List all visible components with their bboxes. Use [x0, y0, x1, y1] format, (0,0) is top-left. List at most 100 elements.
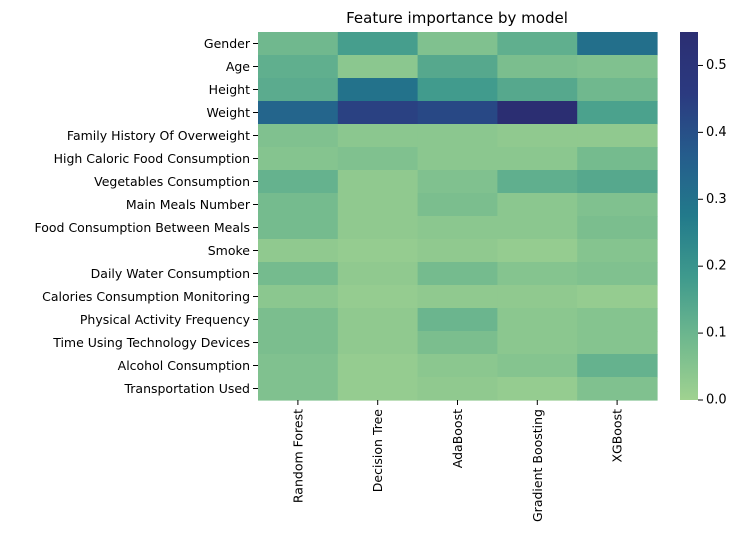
heatmap-cell	[577, 32, 658, 56]
heatmap-cell	[577, 308, 658, 332]
heatmap-cell	[337, 193, 419, 217]
heatmap-cell	[337, 124, 419, 148]
row-label: Weight	[206, 105, 250, 120]
heatmap-cell	[337, 216, 419, 240]
heatmap-cell	[258, 331, 339, 355]
heatmap-cell	[497, 55, 578, 79]
column-label: AdaBoost	[450, 409, 465, 468]
heatmap-cell	[417, 147, 498, 171]
column-label: Gradient Boosting	[530, 409, 545, 522]
heatmap-cell	[258, 216, 339, 240]
row-label: Gender	[204, 36, 251, 51]
heatmap-cell	[417, 262, 498, 286]
row-label: Age	[226, 59, 250, 74]
heatmap-cell	[337, 78, 419, 102]
row-label: Alcohol Consumption	[118, 358, 250, 373]
heatmap-cell	[577, 124, 658, 148]
heatmap-cell	[577, 55, 658, 79]
heatmap-cell	[417, 124, 498, 148]
heatmap-cell	[497, 124, 578, 148]
heatmap-cells	[258, 32, 658, 401]
heatmap-cell	[337, 262, 419, 286]
colorbar-ticks: 0.0 0.1 0.2 0.3 0.4 0.5	[698, 58, 727, 408]
heatmap-cell	[577, 239, 658, 263]
heatmap-cell	[497, 285, 578, 309]
column-labels: Random Forest Decision Tree AdaBoost Gradie…	[290, 400, 625, 522]
heatmap-cell	[337, 147, 419, 171]
row-label: Time Using Technology Devices	[52, 335, 250, 350]
column-label: XGBoost	[610, 409, 625, 463]
heatmap-cell	[577, 147, 658, 171]
heatmap-cell	[577, 193, 658, 217]
colorbar-tick-label: 0.5	[706, 58, 727, 73]
row-label: Smoke	[208, 243, 251, 258]
heatmap-cell	[497, 239, 578, 263]
row-label: Main Meals Number	[126, 197, 251, 212]
row-label: Family History Of Overweight	[67, 128, 250, 143]
heatmap-cell	[337, 308, 419, 332]
heatmap-cell	[577, 216, 658, 240]
heatmap-cell	[497, 354, 578, 378]
row-label: Calories Consumption Monitoring	[42, 289, 250, 304]
row-label: Vegetables Consumption	[94, 174, 250, 189]
heatmap-cell	[497, 262, 578, 286]
colorbar-tick-label: 0.4	[706, 125, 727, 140]
heatmap-cell	[497, 216, 578, 240]
row-label: Physical Activity Frequency	[80, 312, 251, 327]
heatmap-cell	[417, 193, 498, 217]
heatmap-cell	[258, 193, 339, 217]
row-label: Food Consumption Between Meals	[35, 220, 251, 235]
heatmap-cell	[417, 101, 498, 125]
heatmap-cell	[258, 377, 339, 401]
column-label: Decision Tree	[370, 409, 385, 493]
row-label: Height	[209, 82, 250, 97]
heatmap-cell	[497, 331, 578, 355]
heatmap-cell	[497, 101, 578, 125]
row-label: High Caloric Food Consumption	[54, 151, 250, 166]
heatmap-cell	[417, 377, 498, 401]
heatmap-cell	[337, 101, 419, 125]
heatmap-cell	[417, 170, 498, 194]
heatmap-cell	[337, 285, 419, 309]
heatmap-cell	[577, 170, 658, 194]
heatmap-cell	[577, 101, 658, 125]
heatmap-cell	[258, 262, 339, 286]
heatmap-cell	[497, 78, 578, 102]
heatmap-cell	[258, 308, 339, 332]
heatmap-cell	[337, 32, 419, 56]
heatmap-cell	[577, 78, 658, 102]
heatmap-cell	[258, 147, 339, 171]
heatmap-cell	[577, 285, 658, 309]
heatmap-cell	[337, 377, 419, 401]
heatmap-cell	[337, 239, 419, 263]
heatmap-cell	[258, 124, 339, 148]
heatmap-cell	[337, 331, 419, 355]
heatmap-cell	[258, 32, 339, 56]
heatmap-cell	[417, 32, 498, 56]
heatmap-cell	[417, 285, 498, 309]
colorbar-tick-label: 0.0	[706, 393, 727, 408]
row-label: Daily Water Consumption	[91, 266, 250, 281]
heatmap-cell	[497, 193, 578, 217]
heatmap-cell	[417, 78, 498, 102]
heatmap-cell	[258, 354, 339, 378]
heatmap-cell	[577, 262, 658, 286]
heatmap-cell	[417, 354, 498, 378]
heatmap-cell	[258, 170, 339, 194]
heatmap-cell	[577, 354, 658, 378]
heatmap-cell	[417, 239, 498, 263]
heatmap-cell	[258, 239, 339, 263]
heatmap-cell	[337, 354, 419, 378]
row-labels: Gender Age Height Weight Family History Of O…	[35, 36, 258, 396]
heatmap-cell	[497, 377, 578, 401]
heatmap-cell	[417, 216, 498, 240]
row-label: Transportation Used	[123, 381, 250, 396]
heatmap-cell	[258, 101, 339, 125]
heatmap-cell	[258, 78, 339, 102]
colorbar-tick-label: 0.1	[706, 326, 727, 341]
heatmap-cell	[577, 331, 658, 355]
heatmap-cell	[417, 331, 498, 355]
column-label: Random Forest	[290, 409, 305, 503]
heatmap-cell	[417, 308, 498, 332]
